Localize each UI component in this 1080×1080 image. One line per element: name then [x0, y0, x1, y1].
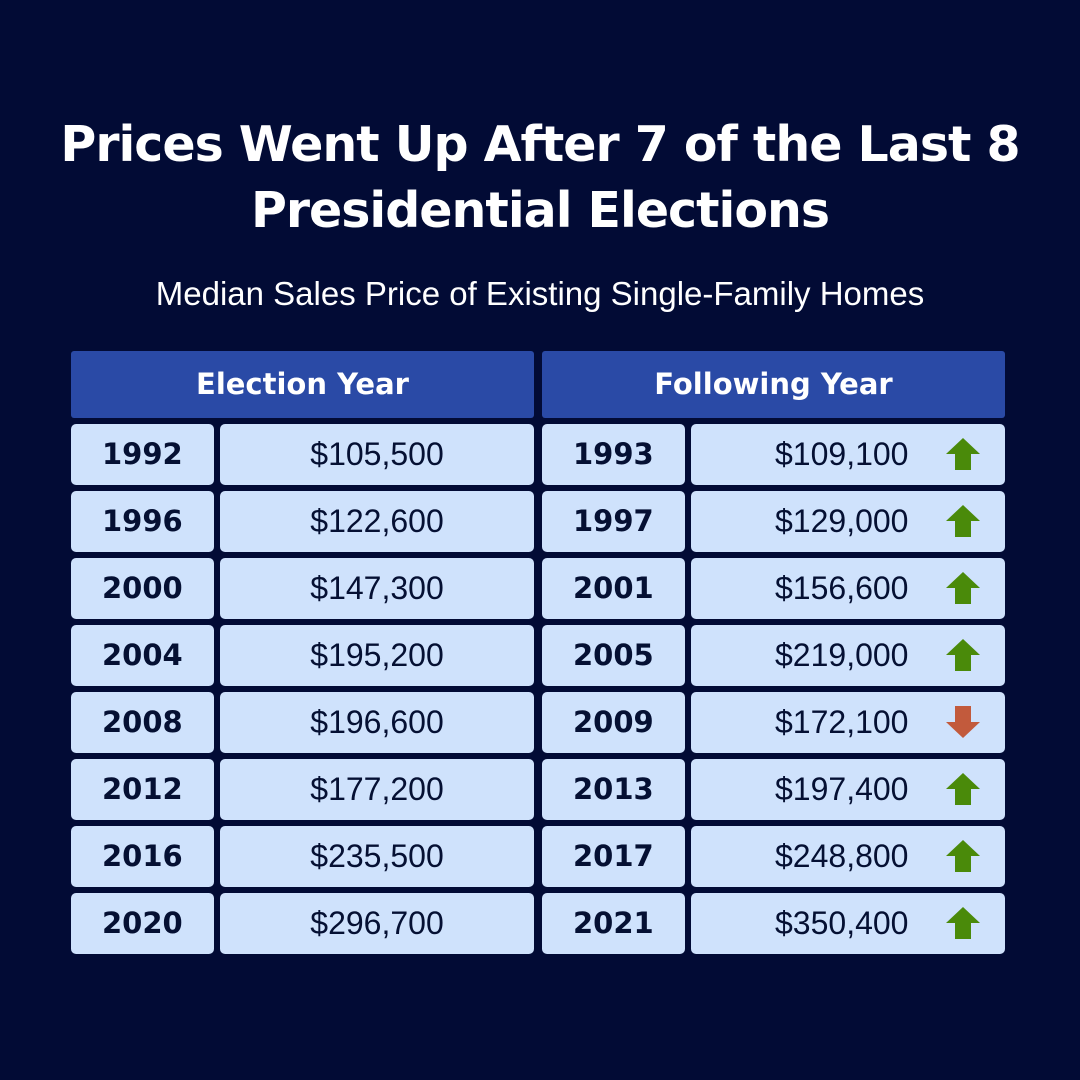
following-year-cell: 2017	[542, 826, 685, 887]
following-year-cell: 1993	[542, 424, 685, 485]
table-row: 2004 $195,200	[71, 625, 534, 686]
table-row: 2016 $235,500	[71, 826, 534, 887]
following-price-value: $109,100	[775, 436, 909, 472]
following-year-header: Following Year	[542, 351, 1005, 418]
election-year-rows: 1992 $105,500 1996 $122,600 2000 $147,300 2004…	[71, 424, 534, 954]
election-price-cell: $147,300	[220, 558, 534, 619]
title-line-1: Prices Went Up After 7 of the Last 8	[60, 116, 1020, 173]
election-price-cell: $122,600	[220, 491, 534, 552]
following-price-value: $129,000	[775, 503, 909, 539]
following-price-value: $172,100	[775, 704, 909, 740]
following-price-cell: $129,000	[691, 491, 1005, 552]
table-row: 2009 $172,100	[542, 692, 1005, 753]
following-year-cell: 2009	[542, 692, 685, 753]
election-price-cell: $196,600	[220, 692, 534, 753]
election-price-value: $105,500	[310, 436, 444, 472]
election-year-cell: 2004	[71, 625, 214, 686]
election-price-value: $177,200	[310, 771, 444, 807]
following-price-cell: $350,400	[691, 893, 1005, 954]
election-year-cell: 2012	[71, 759, 214, 820]
following-price-cell: $248,800	[691, 826, 1005, 887]
chart-subtitle: Median Sales Price of Existing Single-Fa…	[155, 275, 925, 312]
election-price-value: $296,700	[310, 905, 444, 941]
table-row: 2012 $177,200	[71, 759, 534, 820]
election-price-value: $235,500	[310, 838, 444, 874]
down-arrow-icon	[945, 705, 981, 739]
up-arrow-icon	[945, 437, 981, 471]
up-arrow-icon	[945, 504, 981, 538]
following-year-cell: 1997	[542, 491, 685, 552]
following-year-cell: 2005	[542, 625, 685, 686]
following-price-value: $156,600	[775, 570, 909, 606]
up-arrow-icon	[945, 571, 981, 605]
election-year-cell: 2000	[71, 558, 214, 619]
up-arrow-icon	[945, 906, 981, 940]
election-year-header: Election Year	[71, 351, 534, 418]
election-year-cell: 2016	[71, 826, 214, 887]
election-price-value: $122,600	[310, 503, 444, 539]
following-price-cell: $109,100	[691, 424, 1005, 485]
table-row: 2008 $196,600	[71, 692, 534, 753]
election-price-cell: $177,200	[220, 759, 534, 820]
election-year-cell: 1996	[71, 491, 214, 552]
following-price-value: $350,400	[775, 905, 909, 941]
election-price-cell: $195,200	[220, 625, 534, 686]
election-year-panel: Election Year 1992 $105,500 1996 $122,600 20…	[71, 351, 534, 954]
up-arrow-icon	[945, 772, 981, 806]
following-year-panel: Following Year 1993 $109,100 1997 $129,000 2…	[542, 351, 1005, 954]
up-arrow-icon	[945, 638, 981, 672]
table-row: 2005 $219,000	[542, 625, 1005, 686]
election-price-cell: $235,500	[220, 826, 534, 887]
table-row: 1996 $122,600	[71, 491, 534, 552]
election-price-cell: $296,700	[220, 893, 534, 954]
election-price-cell: $105,500	[220, 424, 534, 485]
election-price-value: $195,200	[310, 637, 444, 673]
following-year-cell: 2001	[542, 558, 685, 619]
up-arrow-icon	[945, 839, 981, 873]
following-price-value: $248,800	[775, 838, 909, 874]
following-price-value: $197,400	[775, 771, 909, 807]
election-price-value: $147,300	[310, 570, 444, 606]
following-year-rows: 1993 $109,100 1997 $129,000 2001 $156,600 2005…	[542, 424, 1005, 954]
election-price-value: $196,600	[310, 704, 444, 740]
table-row: 1997 $129,000	[542, 491, 1005, 552]
election-year-cell: 2008	[71, 692, 214, 753]
table-row: 2017 $248,800	[542, 826, 1005, 887]
election-year-cell: 1992	[71, 424, 214, 485]
title-line-2: Presidential Elections	[250, 182, 830, 239]
election-year-cell: 2020	[71, 893, 214, 954]
table-row: 2001 $156,600	[542, 558, 1005, 619]
chart-title: Prices Went Up After 7 of the Last 8 Pre…	[0, 112, 1080, 244]
table-row: 2021 $350,400	[542, 893, 1005, 954]
table-row: 2020 $296,700	[71, 893, 534, 954]
following-year-cell: 2013	[542, 759, 685, 820]
following-price-cell: $197,400	[691, 759, 1005, 820]
following-price-cell: $156,600	[691, 558, 1005, 619]
table-row: 2013 $197,400	[542, 759, 1005, 820]
table-row: 1992 $105,500	[71, 424, 534, 485]
following-year-cell: 2021	[542, 893, 685, 954]
following-price-value: $219,000	[775, 637, 909, 673]
table-row: 2000 $147,300	[71, 558, 534, 619]
following-price-cell: $219,000	[691, 625, 1005, 686]
table-row: 1993 $109,100	[542, 424, 1005, 485]
following-price-cell: $172,100	[691, 692, 1005, 753]
